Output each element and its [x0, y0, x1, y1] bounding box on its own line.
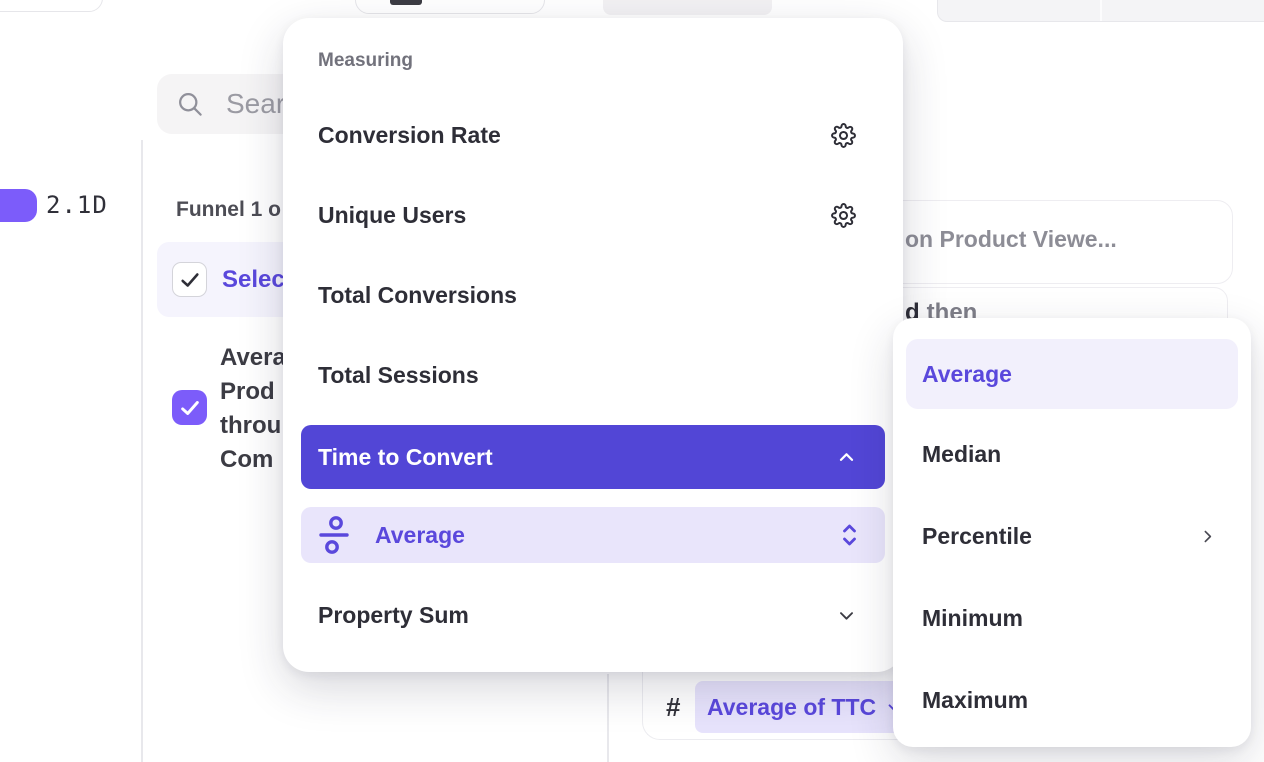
flyout-item-average-selected[interactable]: Average	[906, 339, 1238, 409]
menu-item-property-sum[interactable]: Property Sum	[301, 585, 885, 645]
chart-bar-value: 2.1D	[46, 191, 108, 219]
metric-description-line: throu	[220, 412, 282, 439]
average-aggregation-icon	[318, 515, 350, 555]
top-gray-block	[603, 0, 772, 15]
metric-selector-label: Average of TTC	[707, 693, 877, 720]
up-down-chevron-icon	[841, 523, 858, 547]
gear-icon[interactable]	[831, 202, 856, 228]
numeric-type-symbol: #	[666, 692, 681, 722]
top-left-card-corner	[0, 0, 103, 12]
step-row-label: Selec	[222, 265, 285, 293]
chevron-up-icon	[837, 448, 856, 467]
left-panel-divider	[141, 140, 143, 762]
metric-checkbox-checked[interactable]	[172, 390, 207, 425]
step-checkbox-checked[interactable]	[172, 262, 207, 297]
metric-description-line: Com	[220, 446, 274, 473]
chevron-right-icon	[1199, 528, 1216, 545]
metric-description: Avera Prod throu Com	[220, 341, 286, 477]
menu-item-total-sessions[interactable]: Total Sessions	[318, 361, 479, 388]
search-icon	[177, 91, 204, 118]
flyout-item-percentile[interactable]: Percentile	[906, 506, 1238, 566]
chart-bar-segment	[0, 189, 37, 222]
menu-item-total-conversions[interactable]: Total Conversions	[318, 281, 517, 308]
menu-item-conversion-rate[interactable]: Conversion Rate	[301, 105, 885, 165]
flyout-item-minimum[interactable]: Minimum	[922, 604, 1023, 631]
flyout-item-median[interactable]: Median	[922, 440, 1002, 467]
flyout-item-maximum[interactable]: Maximum	[922, 686, 1029, 713]
measuring-menu: Measuring Conversion Rate Unique Users T…	[283, 18, 903, 672]
top-toolbar-card	[355, 0, 545, 14]
top-right-tab-divider	[1100, 0, 1102, 21]
funnel-count-label: Funnel 1 o	[176, 198, 281, 221]
chevron-down-icon	[837, 606, 856, 625]
aggregation-flyout-menu: Average Median Percentile Minimum Maximu…	[893, 318, 1251, 747]
metric-description-line: Avera	[220, 344, 286, 371]
menu-item-time-to-convert-selected[interactable]: Time to Convert	[301, 425, 885, 489]
bottom-section-divider	[607, 674, 609, 762]
funnel-event-label: on Product Viewe...	[905, 226, 1117, 252]
menu-item-unique-users[interactable]: Unique Users	[301, 185, 885, 245]
menu-item-aggregation-average[interactable]: Average	[301, 507, 885, 563]
metric-description-line: Prod	[220, 378, 275, 405]
measuring-menu-header: Measuring	[318, 50, 414, 71]
gear-icon[interactable]	[831, 122, 856, 148]
top-toolbar-glyph	[390, 0, 422, 5]
